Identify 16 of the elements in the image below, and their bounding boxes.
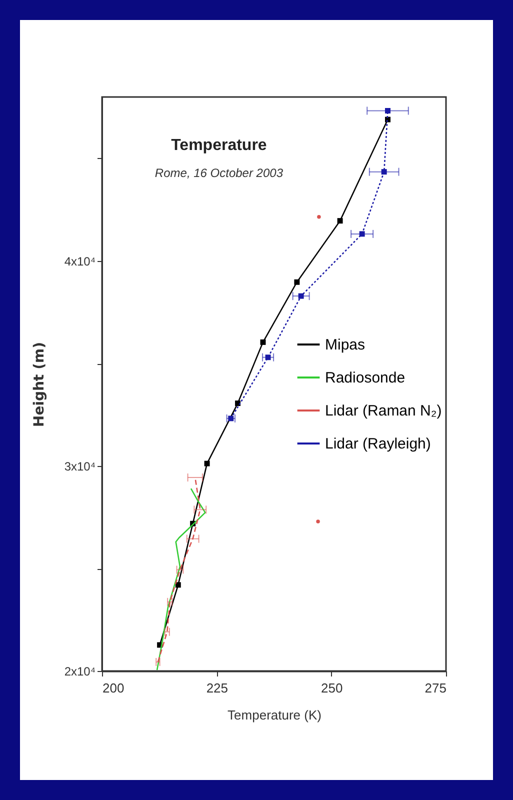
legend-label: Mipas xyxy=(325,336,366,354)
legend-label: Radiosonde xyxy=(325,370,406,386)
x-tick-label: 275 xyxy=(424,680,446,696)
x-tick-label: 200 xyxy=(102,680,124,696)
x-axis-title: Temperature (K) xyxy=(228,708,322,722)
text: Temperature xyxy=(171,137,267,154)
y-tick-label: 2x10⁴ xyxy=(64,664,96,678)
x-tick-label: 250 xyxy=(320,680,343,696)
legend-label: Lidar (Rayleigh) xyxy=(325,436,431,452)
y-tick-label: 4x10⁴ xyxy=(64,254,96,268)
y-axis-title: Height (m) xyxy=(31,342,48,427)
text: Rome, 16 October 2003 xyxy=(154,166,284,180)
line-series xyxy=(156,488,206,671)
y-tick-label: 3x10⁴ xyxy=(64,460,96,474)
x-tick-label: 225 xyxy=(206,680,228,696)
legend-label: Lidar (Raman N₂) xyxy=(325,402,442,420)
